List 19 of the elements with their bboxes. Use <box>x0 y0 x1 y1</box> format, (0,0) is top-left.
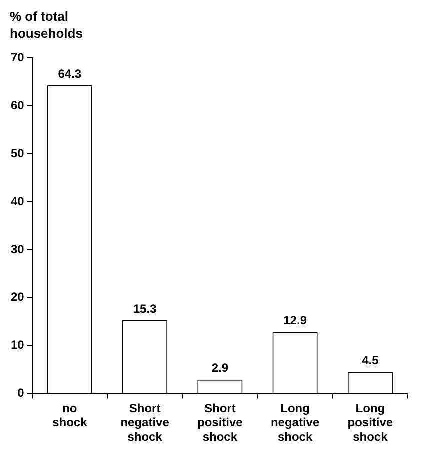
y-axis-title: % of total households <box>10 8 84 42</box>
data-label: 2.9 <box>212 361 229 376</box>
x-tick-label: no shock <box>52 401 88 430</box>
y-tick-label: 40 <box>10 194 25 208</box>
y-tick-label: 30 <box>10 242 25 256</box>
x-tick-label: Long positive shock <box>348 401 394 444</box>
y-tick-label: 50 <box>10 146 25 160</box>
y-tick-label: 70 <box>10 50 25 65</box>
x-tick-label: Short positive shock <box>197 401 244 444</box>
x-tick-label: Short negative shock <box>120 401 170 444</box>
y-tick-label: 60 <box>10 98 25 112</box>
y-tick-label: 0 <box>18 386 25 400</box>
y-tick-label: 20 <box>10 290 25 304</box>
data-label: 15.3 <box>133 302 158 316</box>
data-label: 4.5 <box>362 354 380 368</box>
data-label: 64.3 <box>58 66 82 81</box>
data-label: 12.9 <box>284 313 308 328</box>
y-tick-label: 10 <box>10 338 25 352</box>
x-tick-label: Long negative shock <box>270 401 320 444</box>
